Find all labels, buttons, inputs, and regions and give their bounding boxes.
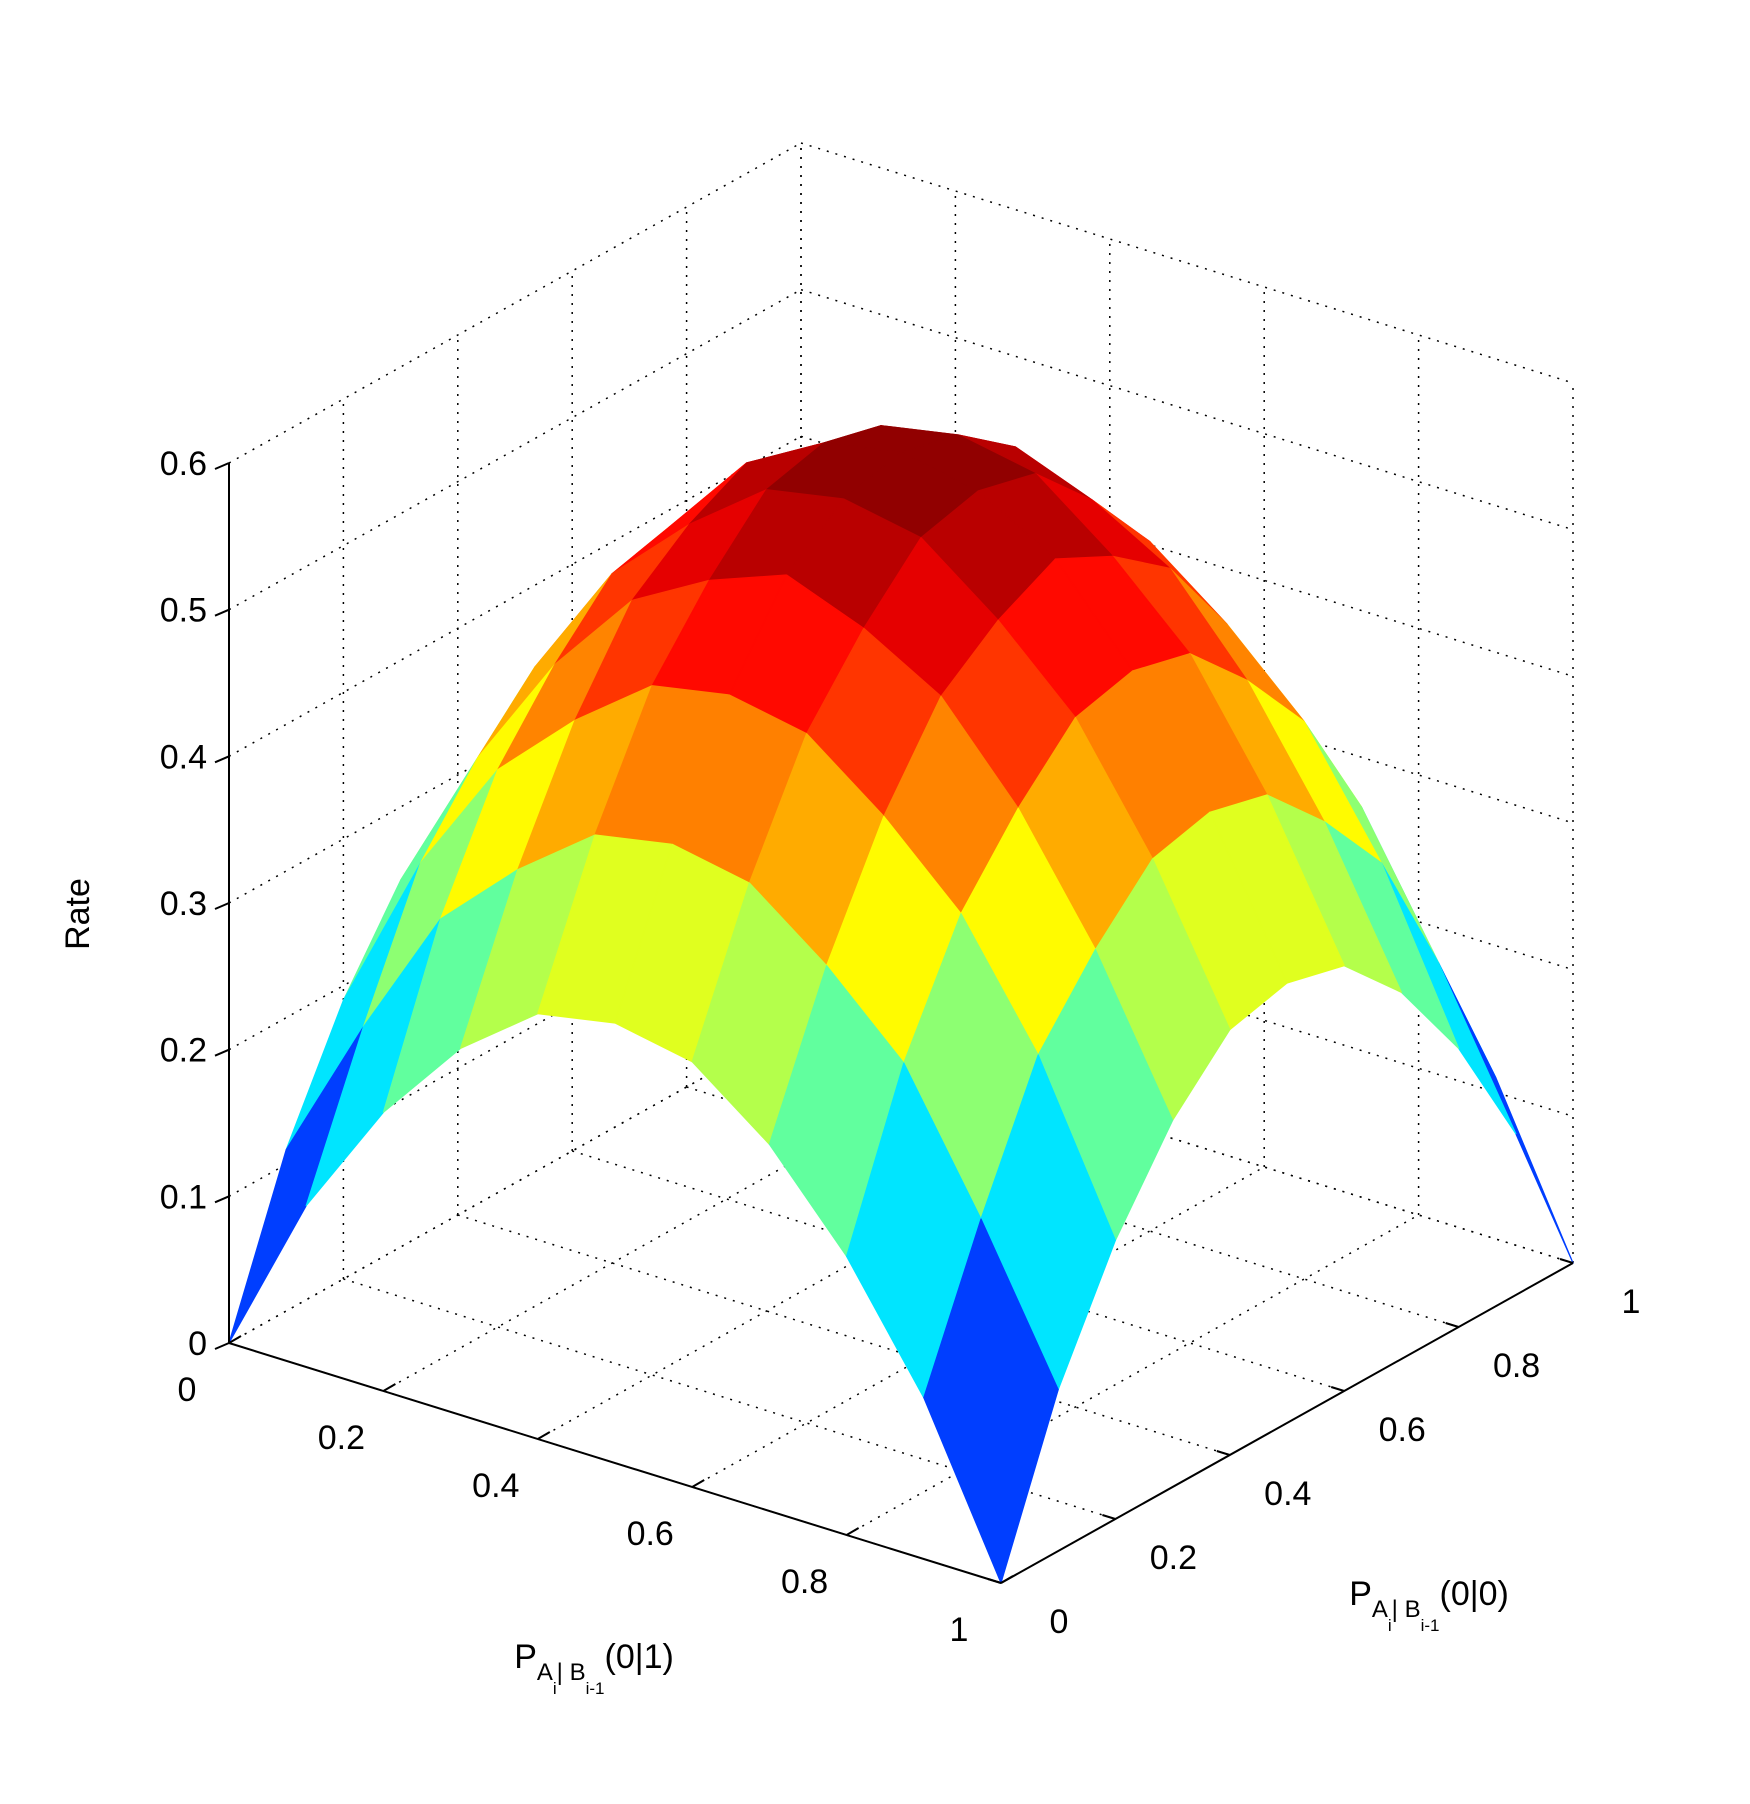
x-tick-label: 0.2: [318, 1419, 365, 1457]
surface-patch: [228, 1026, 364, 1344]
y-tick-label: 1: [1622, 1283, 1641, 1321]
z-tick-label: 0.1: [160, 1178, 207, 1216]
y-tick-label: 0.8: [1493, 1347, 1540, 1385]
y-tick-label: 0.2: [1150, 1539, 1197, 1577]
label-part: P: [1349, 1575, 1372, 1613]
x-axis-label: PAi| Bi-1(0|1): [514, 1638, 674, 1698]
z-tick-label: 0.5: [160, 592, 207, 630]
grid-line: [537, 1118, 1111, 1440]
tick-mark: [846, 1527, 860, 1536]
grid-line: [228, 289, 802, 611]
label-part: i: [553, 1679, 557, 1698]
label-part: i-1: [586, 1679, 605, 1698]
y-tick-label: 0.4: [1264, 1475, 1311, 1513]
label-part: A: [1372, 1596, 1388, 1623]
axes-layer: 0 0.1 0.2 0.3 0.4 0.5 0.6 0 0.2 0.4 0.6 0.8 1 0 0.2 0.4…: [160, 445, 1641, 1649]
label-part: (0|0): [1440, 1575, 1509, 1613]
z-tick-label: 0.2: [160, 1032, 207, 1070]
tick-mark: [1216, 1450, 1231, 1456]
tick-mark: [691, 1479, 705, 1488]
label-part: P: [514, 1638, 537, 1676]
grid-line: [228, 142, 802, 464]
tick-mark: [382, 1383, 396, 1392]
z-tick-label: 0.3: [160, 885, 207, 923]
label-part: | B: [557, 1659, 586, 1686]
z-axis-label: Rate: [59, 878, 97, 950]
tick-mark: [214, 1342, 230, 1350]
grid-line: [691, 1166, 1265, 1488]
surface-patch: [1380, 862, 1517, 1135]
x-tick-label: 0.4: [472, 1467, 519, 1505]
y-tick-label: 0: [1050, 1603, 1069, 1641]
x-axis-line: [228, 1342, 1002, 1584]
tick-mark: [214, 755, 230, 764]
z-tick-label: 0: [188, 1325, 207, 1363]
grid-line: [228, 582, 802, 904]
z-tick-label: 0.4: [160, 738, 207, 776]
label-part: | B: [1392, 1596, 1421, 1623]
surface-patch: [923, 1218, 1059, 1584]
label-part: i: [1388, 1616, 1392, 1635]
grid-line: [228, 729, 802, 1051]
tick-mark: [214, 608, 230, 617]
tick-mark: [987, 1578, 1002, 1584]
tick-mark: [1330, 1386, 1345, 1392]
grid-line: [228, 1022, 802, 1344]
x-tick-label: 0: [178, 1371, 197, 1409]
tick-mark: [214, 1048, 230, 1057]
surface: [228, 425, 1574, 1584]
grid-line: [383, 1070, 956, 1392]
x-tick-label: 0.8: [781, 1563, 828, 1601]
tick-mark: [1102, 1514, 1116, 1520]
x-tick-label: 1: [950, 1611, 969, 1649]
label-part: (0|1): [605, 1638, 674, 1676]
tick-mark: [214, 1195, 230, 1204]
grid-line: [228, 435, 802, 757]
z-tick-label: 0.6: [160, 445, 207, 483]
y-axis-label: PAi| Bi-1(0|0): [1349, 1575, 1509, 1635]
x-tick-label: 0.6: [627, 1515, 674, 1553]
tick-mark: [214, 902, 230, 910]
grid-line: [800, 142, 1574, 384]
label-part: i-1: [1421, 1616, 1440, 1635]
tick-mark: [1445, 1322, 1459, 1328]
tick-mark: [228, 1335, 242, 1344]
y-tick-label: 0.6: [1379, 1411, 1426, 1449]
y-axis-line: [1000, 1262, 1574, 1584]
grid-line: [846, 1214, 1419, 1536]
tick-mark: [214, 462, 230, 470]
tick-mark: [1000, 1575, 1014, 1584]
tick-mark: [537, 1431, 551, 1440]
tick-mark: [1559, 1258, 1574, 1264]
label-part: A: [537, 1659, 553, 1686]
